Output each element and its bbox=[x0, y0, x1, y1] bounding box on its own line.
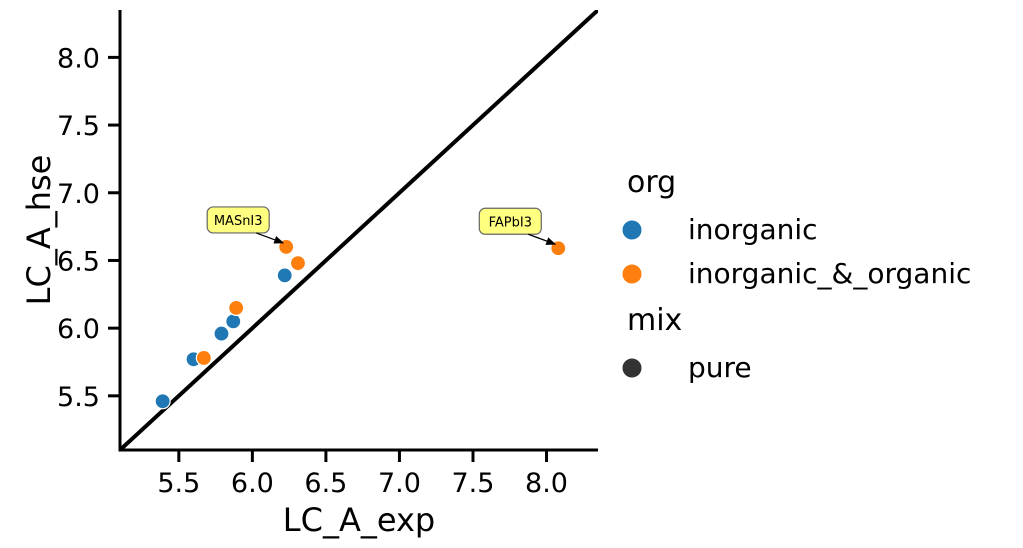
x-tick-label: 8.0 bbox=[525, 468, 568, 499]
annotation-label: MASnI3 bbox=[214, 214, 263, 229]
data-point bbox=[213, 325, 230, 342]
x-axis-label: LC_A_exp bbox=[283, 501, 435, 539]
legend-marker bbox=[621, 219, 643, 241]
annotation-label: FAPbI3 bbox=[489, 215, 532, 230]
data-point bbox=[289, 255, 307, 272]
data-point bbox=[225, 313, 242, 330]
y-tick-label: 6.5 bbox=[57, 246, 100, 277]
legend-marker bbox=[621, 263, 643, 285]
y-axis-label: LC_A_hse bbox=[20, 155, 58, 306]
annotation-arrow bbox=[528, 233, 557, 245]
y-tick-label: 5.5 bbox=[57, 382, 100, 413]
diagonal-line bbox=[120, 10, 598, 450]
annotation-arrow bbox=[255, 232, 285, 244]
data-point bbox=[228, 299, 245, 316]
legend-title-org: org bbox=[627, 165, 676, 200]
x-tick-label: 6.5 bbox=[304, 468, 347, 499]
y-tick-label: 8.0 bbox=[57, 43, 100, 74]
data-point bbox=[154, 393, 171, 410]
x-tick-label: 7.0 bbox=[378, 468, 421, 499]
x-tick-label: 6.0 bbox=[231, 468, 274, 499]
legend-marker bbox=[621, 357, 643, 379]
x-tick-label: 5.5 bbox=[157, 468, 200, 499]
y-tick-label: 7.0 bbox=[57, 179, 100, 210]
annotation-box bbox=[206, 206, 270, 234]
x-tick-label: 7.5 bbox=[452, 468, 495, 499]
data-point bbox=[276, 267, 293, 284]
legend-label: inorganic bbox=[688, 213, 818, 246]
y-tick-label: 6.0 bbox=[57, 314, 100, 345]
legend-label: pure bbox=[688, 351, 752, 384]
legend-title-mix: mix bbox=[627, 303, 682, 338]
annotation-box bbox=[478, 207, 542, 235]
data-point bbox=[195, 349, 212, 367]
y-tick-label: 7.5 bbox=[57, 111, 100, 142]
legend-label: inorganic_&_organic bbox=[688, 257, 971, 290]
